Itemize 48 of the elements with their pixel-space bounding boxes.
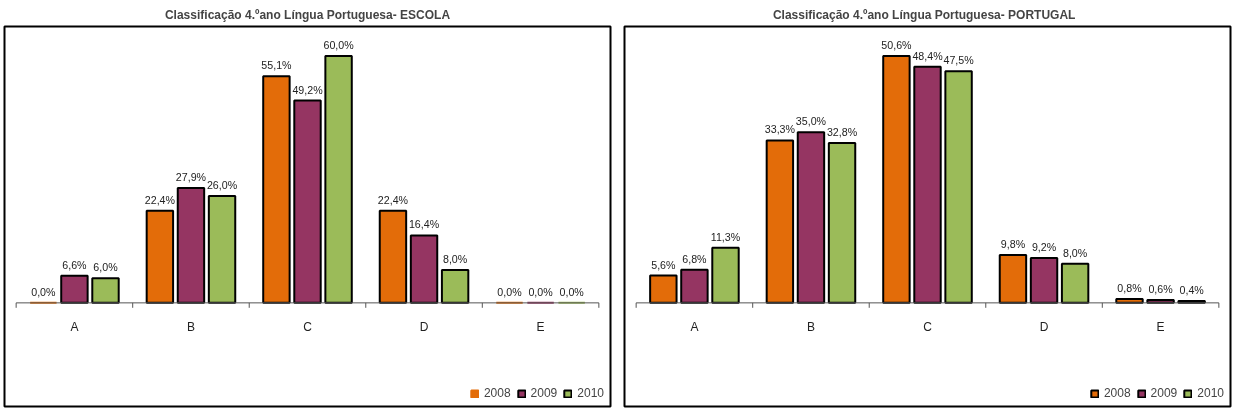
data-label: 16,4%	[408, 218, 440, 231]
data-label: 55,1%	[261, 59, 293, 72]
legend-label: 2009	[1150, 386, 1178, 400]
data-label: 50,6%	[881, 39, 913, 52]
x-tick-label: E	[1156, 320, 1165, 335]
data-label: 6,0%	[93, 261, 119, 274]
data-label: 8,0%	[1062, 246, 1088, 259]
data-label: 6,8%	[682, 252, 708, 265]
data-label: 48,4%	[912, 49, 944, 62]
x-tick-label: B	[806, 320, 815, 335]
data-label: 5,6%	[651, 258, 677, 271]
legend-label: 2010	[577, 386, 604, 400]
data-label: 22,4%	[144, 193, 176, 206]
x-tick-label: A	[70, 320, 79, 335]
data-label: 49,2%	[292, 83, 324, 96]
chart-title: Classificação 4.ºano Língua Portuguesa- ESCOLA	[164, 7, 451, 22]
data-label: 47,5%	[943, 54, 975, 67]
data-label: 33,3%	[764, 123, 796, 136]
data-label: 0,4%	[1179, 283, 1205, 296]
legend-label: 2010	[1197, 386, 1224, 400]
x-tick-label: B	[186, 320, 195, 335]
data-label: 27,9%	[175, 171, 207, 184]
x-tick-label: A	[690, 320, 699, 335]
data-label: 0,8%	[1117, 281, 1143, 294]
data-label: 8,0%	[442, 252, 468, 265]
data-label: 9,2%	[1031, 241, 1057, 253]
chart-title: Classificação 4.ºano Língua Portuguesa- PORTUGAL	[772, 7, 1076, 22]
data-label: 35,0%	[795, 115, 827, 128]
legend-label: 2008	[1103, 386, 1131, 400]
x-tick-label: C	[303, 320, 313, 335]
data-label: 0,0%	[31, 285, 57, 298]
data-label: 0,6%	[1148, 282, 1174, 295]
x-tick-label: D	[419, 320, 429, 335]
data-label: 32,8%	[826, 125, 858, 138]
data-label: 11,3%	[710, 230, 741, 243]
data-label: 0,0%	[528, 285, 554, 298]
data-label: 6,6%	[62, 258, 88, 271]
data-label: 0,0%	[559, 285, 585, 298]
x-tick-label: C	[923, 320, 933, 335]
data-label: 0,0%	[497, 285, 523, 298]
x-tick-label: D	[1039, 320, 1049, 335]
data-label: 26,0%	[206, 178, 238, 191]
x-tick-label: E	[536, 320, 545, 335]
data-label: 9,8%	[1000, 238, 1026, 251]
data-label: 22,4%	[377, 193, 409, 206]
data-label: 60,0%	[323, 39, 355, 52]
legend-label: 2008	[483, 386, 511, 400]
legend-label: 2009	[530, 386, 558, 400]
